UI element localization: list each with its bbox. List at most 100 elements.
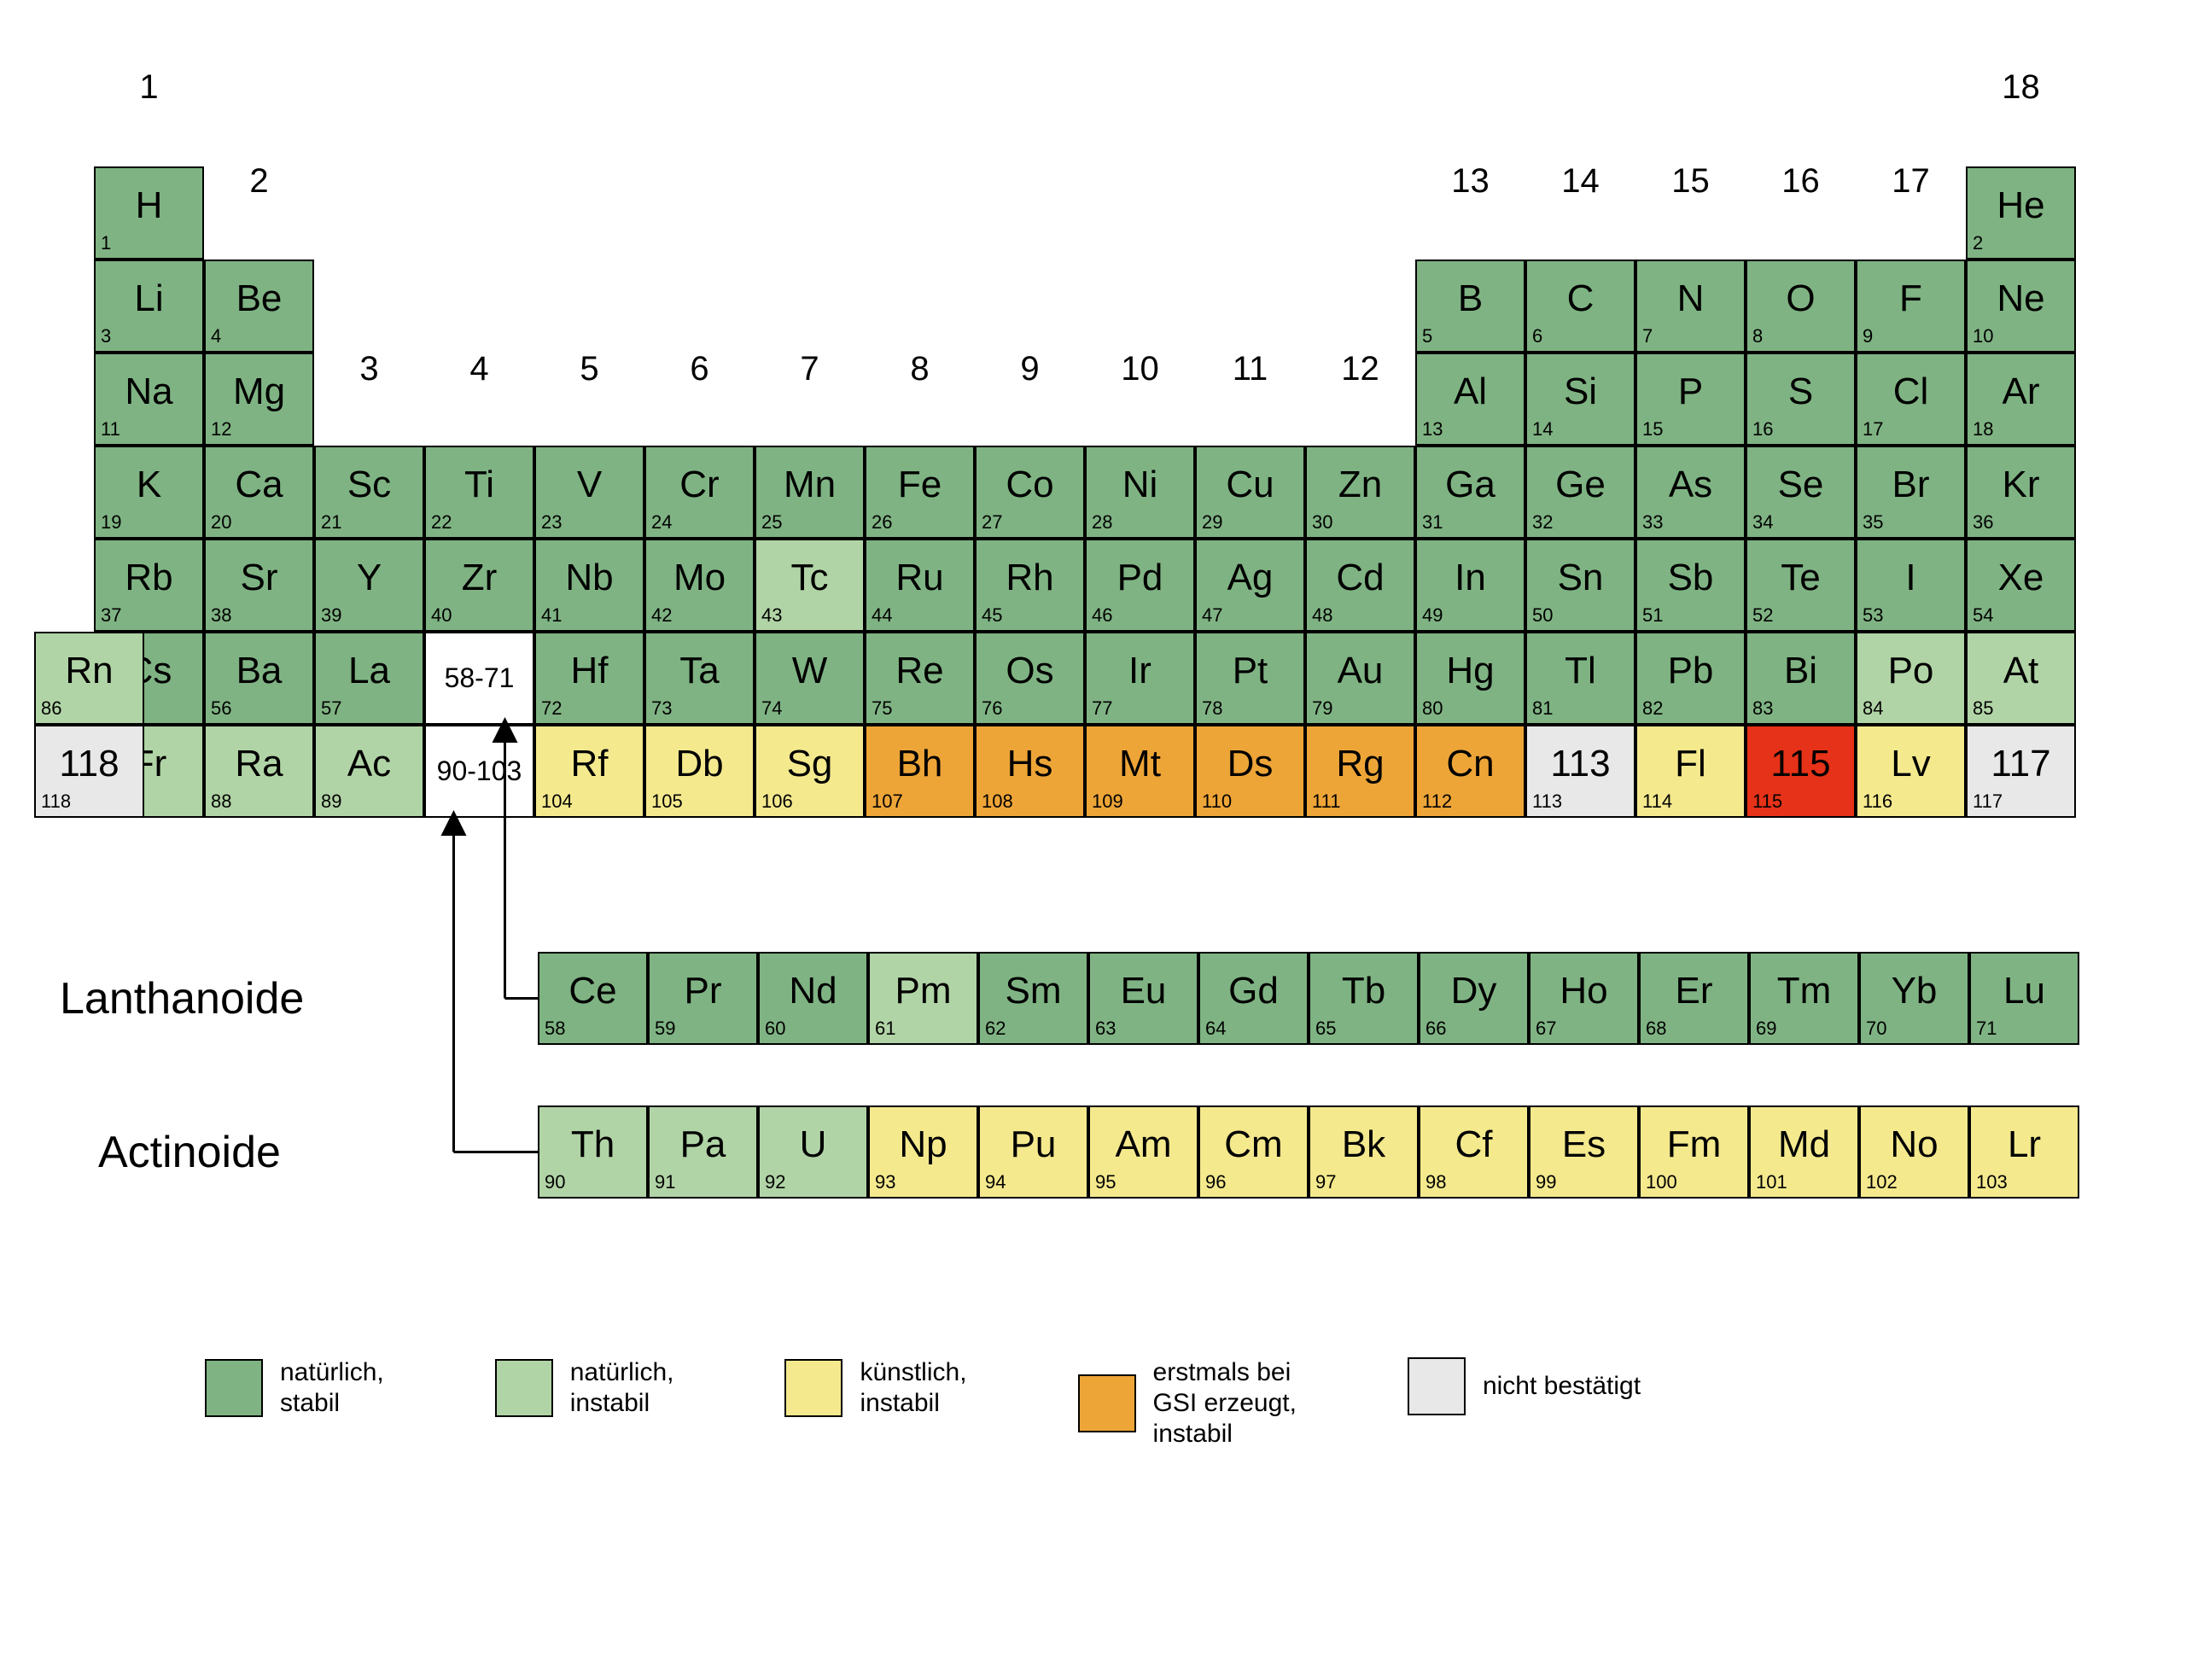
element-symbol: Sg xyxy=(756,726,863,783)
legend-swatch xyxy=(205,1359,263,1417)
element-se: Se34 xyxy=(1746,446,1856,539)
element-gd: Gd64 xyxy=(1198,952,1309,1045)
element-number: 21 xyxy=(321,511,341,534)
element-ge: Ge32 xyxy=(1525,446,1635,539)
element-symbol: Lr xyxy=(1971,1107,2078,1164)
element-sm: Sm62 xyxy=(978,952,1088,1045)
element-sg: Sg106 xyxy=(755,725,865,818)
element-lu: Lu71 xyxy=(1969,952,2079,1045)
element-ds: Ds110 xyxy=(1195,725,1305,818)
element-ba: Ba 56 xyxy=(204,632,314,725)
element-number: 108 xyxy=(982,790,1013,813)
element-nb: Nb41 xyxy=(534,539,644,632)
element-symbol: Db xyxy=(646,726,753,783)
legend-item: natürlich,stabil xyxy=(205,1357,384,1419)
element-number: 39 xyxy=(321,604,341,627)
legend: natürlich,stabilnatürlich,instabilkünstl… xyxy=(205,1357,1641,1450)
element-number: 61 xyxy=(875,1018,895,1040)
element-symbol: Cu xyxy=(1197,447,1303,504)
element-number: 35 xyxy=(1863,511,1883,534)
element-symbol: As xyxy=(1637,447,1744,504)
element-number: 15 xyxy=(1642,418,1663,440)
element-symbol: Mo xyxy=(646,540,753,597)
element-s: S16 xyxy=(1746,353,1856,446)
element-fm: Fm100 xyxy=(1639,1105,1749,1199)
element-symbol: Al xyxy=(1417,354,1524,411)
element-symbol: Zr xyxy=(426,540,533,597)
element-symbol: Mg xyxy=(206,354,312,411)
element-symbol: Rf xyxy=(536,726,643,783)
element-ne: Ne10 xyxy=(1966,260,2076,353)
group-number: 8 xyxy=(865,350,975,388)
element-mg: Mg 12 xyxy=(204,353,314,446)
group-number: 16 xyxy=(1746,162,1856,201)
legend-item: erstmals beiGSI erzeugt,instabil xyxy=(1078,1357,1297,1450)
group-number: 14 xyxy=(1525,162,1635,201)
element-symbol: Pa xyxy=(650,1107,756,1164)
element-symbol: Bk xyxy=(1310,1107,1417,1164)
element-symbol: Th xyxy=(539,1107,646,1164)
element-lv: Lv116 xyxy=(1856,725,1966,818)
element-number: 20 xyxy=(211,511,231,534)
element-115: 115115 xyxy=(1746,725,1856,818)
element-symbol: U xyxy=(760,1107,866,1164)
element-number: 65 xyxy=(1315,1018,1336,1040)
element-number: 12 xyxy=(211,418,231,440)
element-symbol: Lv xyxy=(1857,726,1964,783)
element-symbol: Ru xyxy=(866,540,973,597)
element-md: Md101 xyxy=(1749,1105,1859,1199)
element-number: 22 xyxy=(431,511,452,534)
element-number: 10 xyxy=(1973,325,1993,347)
element-symbol: Cl xyxy=(1857,354,1964,411)
element-symbol: La xyxy=(316,633,423,690)
element-na: Na11 xyxy=(94,353,204,446)
legend-text: erstmals beiGSI erzeugt,instabil xyxy=(1153,1357,1297,1450)
element-db: Db105 xyxy=(644,725,755,818)
element-number: 77 xyxy=(1092,697,1112,720)
element-number: 79 xyxy=(1312,697,1332,720)
element-symbol: Pb xyxy=(1637,633,1744,690)
element-u: U92 xyxy=(758,1105,868,1199)
element-number: 36 xyxy=(1973,511,1993,534)
element-symbol: Te xyxy=(1747,540,1854,597)
element-mt: Mt109 xyxy=(1085,725,1195,818)
element-symbol: Ir xyxy=(1087,633,1193,690)
element-number: 80 xyxy=(1422,697,1443,720)
element-symbol: Ta xyxy=(646,633,753,690)
element-w: W74 xyxy=(755,632,865,725)
element-symbol: Hf xyxy=(536,633,643,690)
element-number: 47 xyxy=(1202,604,1222,627)
element-cd: Cd48 xyxy=(1305,539,1415,632)
element-symbol: 118 xyxy=(36,726,143,783)
element-number: 76 xyxy=(982,697,1002,720)
element-symbol: Rg xyxy=(1307,726,1414,783)
legend-swatch xyxy=(784,1359,842,1417)
element-mo: Mo42 xyxy=(644,539,755,632)
element-symbol: Bi xyxy=(1747,633,1854,690)
element-number: 7 xyxy=(1642,325,1653,347)
element-tl: Tl81 xyxy=(1525,632,1635,725)
element-symbol: Pm xyxy=(870,954,977,1010)
element-symbol: Sm xyxy=(980,954,1087,1010)
element-symbol: Ge xyxy=(1527,447,1634,504)
element-lr: Lr103 xyxy=(1969,1105,2079,1199)
element-symbol: Ba xyxy=(206,633,312,690)
element-rh: Rh45 xyxy=(975,539,1085,632)
element-as: As33 xyxy=(1635,446,1746,539)
element-number: 56 xyxy=(211,697,231,720)
element-symbol: F xyxy=(1857,261,1964,318)
element-number: 117 xyxy=(1973,790,2003,813)
element-number: 70 xyxy=(1866,1018,1886,1040)
element-in: In49 xyxy=(1415,539,1525,632)
element-number: 101 xyxy=(1756,1171,1787,1193)
element-pb: Pb82 xyxy=(1635,632,1746,725)
element-es: Es99 xyxy=(1529,1105,1639,1199)
element-symbol: At xyxy=(1968,633,2074,690)
element-symbol: Cf xyxy=(1420,1107,1527,1164)
element-si: Si14 xyxy=(1525,353,1635,446)
element-number: 29 xyxy=(1202,511,1222,534)
element-number: 96 xyxy=(1205,1171,1226,1193)
element-symbol: Cn xyxy=(1417,726,1524,783)
element-number: 19 xyxy=(101,511,121,534)
element-pt: Pt78 xyxy=(1195,632,1305,725)
